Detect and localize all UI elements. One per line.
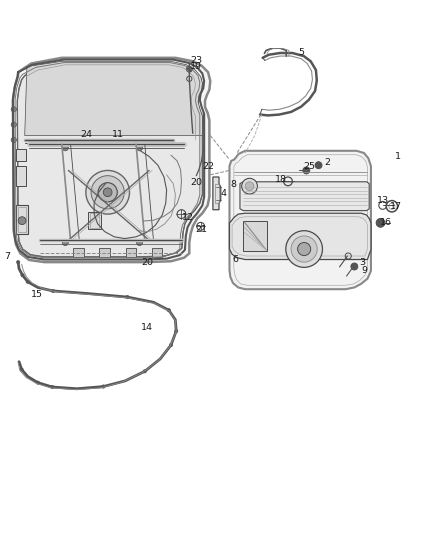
Text: 20: 20	[190, 178, 202, 187]
Circle shape	[18, 217, 26, 224]
Polygon shape	[126, 248, 136, 257]
Text: 1: 1	[395, 152, 401, 161]
Text: 22: 22	[202, 163, 215, 172]
Text: 19: 19	[190, 62, 202, 71]
Circle shape	[137, 239, 143, 246]
Circle shape	[26, 280, 29, 284]
Text: 5: 5	[298, 48, 304, 57]
Circle shape	[36, 381, 39, 384]
Circle shape	[291, 236, 317, 262]
Text: 24: 24	[80, 130, 92, 139]
Polygon shape	[230, 213, 371, 260]
Polygon shape	[230, 151, 371, 289]
Circle shape	[91, 176, 124, 209]
Polygon shape	[16, 205, 28, 234]
Circle shape	[186, 66, 192, 72]
Polygon shape	[99, 248, 110, 257]
Circle shape	[16, 261, 20, 264]
Circle shape	[126, 295, 129, 299]
Text: 16: 16	[380, 219, 392, 228]
Text: 23: 23	[190, 56, 202, 65]
Polygon shape	[16, 149, 26, 161]
Circle shape	[174, 329, 178, 333]
Circle shape	[297, 243, 311, 256]
Text: 18: 18	[275, 175, 287, 184]
Circle shape	[62, 239, 68, 246]
Text: 21: 21	[195, 225, 208, 234]
Circle shape	[51, 289, 55, 293]
Text: 25: 25	[303, 161, 315, 171]
Circle shape	[11, 107, 16, 112]
Polygon shape	[213, 177, 221, 210]
Circle shape	[102, 385, 105, 389]
Text: 7: 7	[4, 253, 10, 261]
Text: 9: 9	[361, 266, 367, 276]
Circle shape	[137, 144, 143, 151]
Circle shape	[103, 188, 112, 197]
Circle shape	[286, 231, 322, 268]
Circle shape	[351, 263, 358, 270]
Circle shape	[86, 171, 130, 214]
Circle shape	[242, 179, 258, 194]
Text: 2: 2	[324, 158, 330, 167]
Polygon shape	[16, 166, 26, 185]
Text: 20: 20	[141, 257, 153, 266]
Circle shape	[376, 219, 385, 227]
Circle shape	[11, 138, 16, 142]
Circle shape	[167, 309, 170, 312]
Text: 14: 14	[141, 323, 153, 332]
Circle shape	[245, 182, 254, 190]
Text: 12: 12	[182, 213, 194, 222]
Text: 3: 3	[359, 257, 365, 266]
Text: 13: 13	[377, 196, 389, 205]
Polygon shape	[152, 248, 162, 257]
Circle shape	[315, 161, 322, 169]
Circle shape	[303, 167, 310, 174]
Polygon shape	[88, 212, 101, 229]
Text: 8: 8	[231, 180, 237, 189]
Text: 17: 17	[390, 202, 402, 211]
Polygon shape	[73, 248, 84, 257]
Circle shape	[11, 122, 16, 127]
Polygon shape	[240, 182, 369, 211]
Text: 11: 11	[112, 130, 124, 139]
Polygon shape	[25, 61, 202, 135]
Circle shape	[169, 343, 173, 347]
Circle shape	[62, 144, 68, 151]
Circle shape	[98, 183, 117, 202]
Circle shape	[21, 273, 24, 277]
Text: 15: 15	[31, 290, 42, 300]
Text: 6: 6	[233, 255, 239, 264]
Circle shape	[50, 385, 54, 389]
Polygon shape	[17, 63, 202, 257]
Text: 4: 4	[220, 189, 226, 198]
Polygon shape	[243, 221, 267, 251]
Polygon shape	[13, 58, 210, 262]
Circle shape	[143, 369, 147, 373]
Circle shape	[20, 368, 23, 372]
